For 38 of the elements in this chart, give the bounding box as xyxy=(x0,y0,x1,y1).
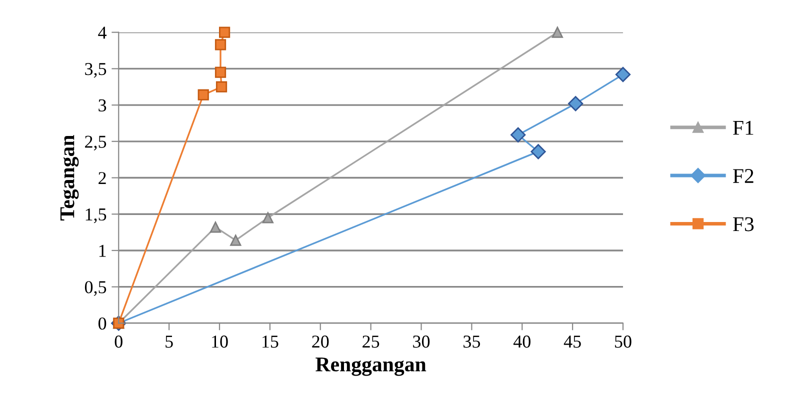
point xyxy=(230,234,242,246)
x-tick-label: 15 xyxy=(262,336,278,348)
x-tick-label: 25 xyxy=(362,336,380,348)
x-axis-title: Renggangan xyxy=(316,358,426,376)
point xyxy=(214,39,226,50)
legend-label: F1 xyxy=(733,120,754,135)
x-tick-label: 20 xyxy=(312,336,329,348)
y-tick-label: 3 xyxy=(98,99,106,112)
x-tick-label: 35 xyxy=(464,336,480,348)
x-tick-label: 50 xyxy=(615,336,632,348)
y-tick-label: 0,5 xyxy=(84,281,106,296)
point xyxy=(510,127,526,142)
x-tick-label: 0 xyxy=(114,336,122,348)
x-tick-label: 30 xyxy=(413,336,430,348)
y-tick-label: 4 xyxy=(98,26,107,39)
point xyxy=(210,222,222,233)
point xyxy=(530,144,546,160)
point xyxy=(262,212,274,224)
point xyxy=(615,66,631,82)
y-tick-label: 2,5 xyxy=(85,136,106,150)
point xyxy=(198,89,209,100)
x-tick-label: 40 xyxy=(513,336,530,348)
y-tick-label: 1,5 xyxy=(86,208,106,224)
point xyxy=(214,66,226,78)
point xyxy=(552,26,563,38)
x-tick-label: 5 xyxy=(166,336,173,348)
y-tick-label: 1 xyxy=(99,244,106,257)
y-tick-label: 0 xyxy=(98,317,106,330)
y-tick-label: 3,5 xyxy=(85,62,106,78)
x-tick-label: 10 xyxy=(212,336,228,348)
legend-label: F2 xyxy=(733,169,754,183)
x-tick-label: 45 xyxy=(564,336,581,348)
point xyxy=(218,26,230,38)
legend-label: F3 xyxy=(733,217,754,232)
y-axis-title: Tegangan xyxy=(60,135,79,220)
point xyxy=(568,96,584,112)
point xyxy=(216,81,228,92)
y-tick-label: 2 xyxy=(98,172,106,184)
